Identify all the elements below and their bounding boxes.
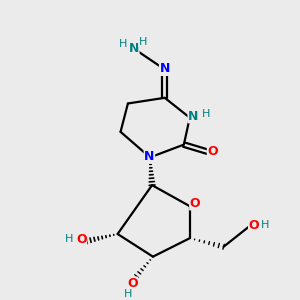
Text: N: N: [129, 42, 139, 55]
Text: O: O: [76, 233, 87, 246]
Text: H: H: [124, 289, 133, 298]
Text: N: N: [188, 110, 199, 123]
Text: H: H: [202, 109, 210, 119]
Text: H: H: [261, 220, 269, 230]
Text: N: N: [144, 150, 154, 163]
Text: O: O: [249, 219, 259, 232]
Text: O: O: [207, 145, 218, 158]
Text: H: H: [119, 40, 127, 50]
Text: O: O: [190, 197, 200, 210]
Text: H: H: [65, 234, 73, 244]
Text: O: O: [127, 277, 138, 290]
Text: N: N: [160, 62, 170, 75]
Text: H: H: [139, 37, 147, 46]
